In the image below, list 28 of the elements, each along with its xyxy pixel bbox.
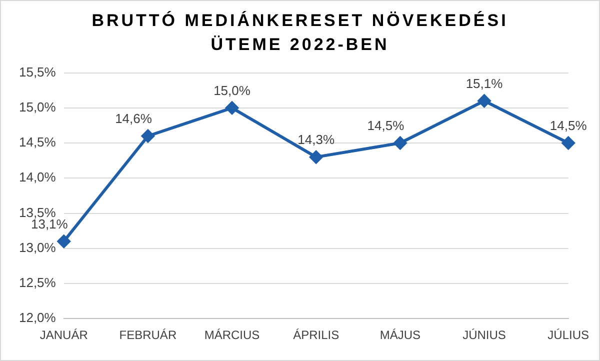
chart-title: BRUTTÓ MEDIÁNKERESET NÖVEKEDÉSI ÜTEME 2022-BEN: [90, 10, 510, 56]
x-tick-label: ÁPRILIS: [293, 328, 340, 342]
x-tick-label: FEBRUÁR: [119, 328, 177, 342]
y-tick-label: 13,0%: [18, 240, 56, 255]
point: [141, 130, 154, 143]
point: [57, 234, 70, 248]
data-label: 15,0%: [214, 82, 251, 98]
y-tick-label: 14,0%: [18, 170, 56, 185]
y-tick-label: 15,0%: [18, 99, 56, 114]
point: [394, 136, 407, 150]
point: [562, 136, 575, 150]
data-label: 14,3%: [298, 132, 335, 148]
y-tick-label: 15,5%: [18, 64, 56, 80]
x-tick-label: JÚLIUS: [548, 328, 589, 342]
y-tick-label: 12,0%: [18, 310, 56, 326]
x-tick-label: JÚNIUS: [462, 328, 506, 342]
data-label: 15,1%: [466, 76, 504, 91]
x-tick-label: JANUÁR: [40, 328, 88, 342]
x-tick-label: MÁJUS: [380, 328, 421, 342]
point: [226, 101, 239, 114]
point: [478, 94, 491, 108]
data-label: 14,5%: [367, 118, 405, 134]
point: [310, 150, 323, 164]
x-tick-label: MÁRCIUS: [204, 328, 260, 342]
y-tick-label: 12,5%: [18, 275, 56, 290]
y-tick-label: 14,5%: [18, 134, 56, 150]
data-label: 14,6%: [115, 111, 152, 126]
data-label: 14,5%: [550, 118, 588, 134]
